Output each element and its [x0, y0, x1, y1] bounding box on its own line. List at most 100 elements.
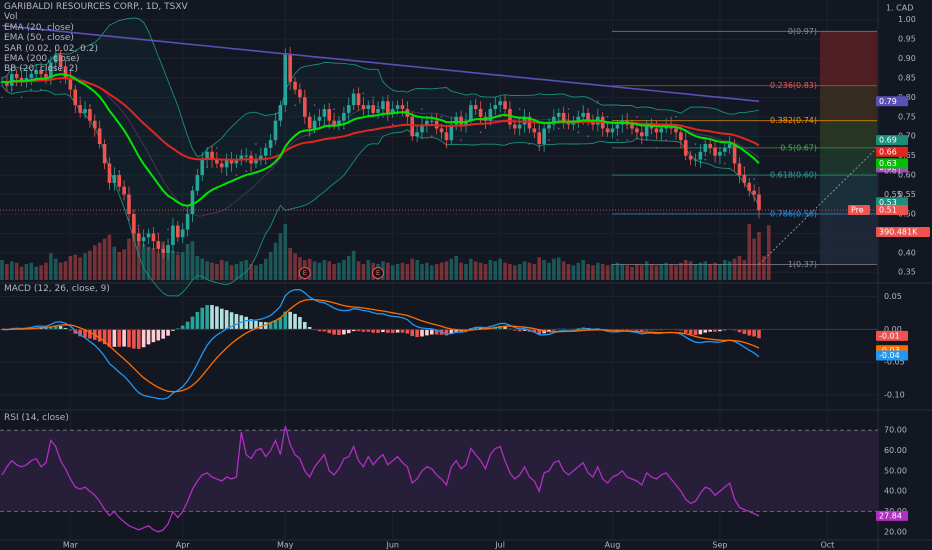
macd-histogram-bar	[371, 329, 375, 333]
volume-bar	[679, 262, 683, 280]
legend-bb[interactable]: BB (20, close, 2)	[4, 64, 79, 75]
volume-bar	[176, 254, 180, 280]
candle-body	[136, 233, 141, 242]
sar-dot	[10, 88, 13, 91]
candle-body	[132, 213, 136, 234]
macd-histogram-bar	[615, 329, 620, 331]
candle-body	[298, 89, 302, 98]
volume-bar	[444, 261, 449, 280]
macd-histogram-bar	[263, 322, 268, 330]
sar-dot	[479, 131, 482, 134]
macd-histogram-bar	[410, 329, 415, 337]
volume-bar	[503, 262, 507, 280]
candle	[542, 123, 546, 153]
candle-body	[293, 81, 297, 90]
rsi-value-tag: 27.84	[879, 511, 902, 520]
candle-body	[478, 109, 483, 117]
volume-bar	[591, 265, 595, 280]
rsi-legend[interactable]: RSI (14, close)	[4, 413, 69, 423]
candle	[390, 101, 395, 118]
sar-dot	[108, 166, 111, 169]
volume-bar	[639, 265, 644, 280]
sar-dot	[655, 147, 658, 149]
fib-zone	[820, 213, 877, 265]
macd-histogram-bar	[356, 329, 361, 332]
macd-histogram-bar	[503, 326, 507, 330]
rsi-title: RSI (14, close)	[4, 413, 69, 423]
price-axis-value-tag: 0.63	[879, 159, 897, 168]
candle-body	[205, 151, 209, 160]
x-tick-label: Jul	[494, 541, 505, 550]
candle-body	[180, 229, 185, 238]
legend-volume[interactable]: Vol	[4, 12, 18, 23]
macd-histogram-bar	[78, 329, 82, 337]
candle	[102, 139, 107, 170]
macd-histogram-bar	[254, 320, 258, 330]
volume-bar	[229, 265, 234, 280]
candle-body	[410, 116, 415, 137]
price-axis-value: 0.55	[884, 190, 902, 199]
sar-dot	[118, 170, 121, 172]
macd-signal-line	[1, 298, 760, 393]
volume-bar	[224, 261, 229, 280]
sar-dot	[333, 108, 335, 110]
candle-body	[195, 175, 200, 191]
sar-dot	[548, 139, 550, 141]
legend-ema50[interactable]: EMA (50, close)	[4, 33, 74, 44]
macd-histogram-bar	[244, 316, 248, 330]
legend-sar[interactable]: SAR (0.02, 0.02, 0.2)	[4, 43, 99, 54]
macd-legend[interactable]: MACD (12, 26, close, 9)	[4, 284, 110, 294]
sar-dot	[137, 224, 140, 227]
volume-bar	[513, 265, 517, 280]
legend-ema20[interactable]: EMA (20, close)	[4, 22, 74, 33]
candle-body	[732, 144, 737, 164]
macd-histogram-bar	[752, 329, 756, 337]
candle	[132, 209, 136, 242]
candle-body	[542, 128, 546, 144]
volume-bar	[708, 264, 712, 280]
candle	[639, 124, 644, 145]
volume-bar	[405, 264, 410, 280]
macd-histogram-bar	[141, 329, 146, 348]
fib-zone	[820, 31, 877, 86]
candle	[205, 147, 209, 167]
volume-bar	[151, 248, 156, 280]
candle-body	[259, 155, 263, 160]
x-tick-label: Aug	[605, 541, 621, 550]
candle	[180, 223, 185, 244]
candle-body	[190, 190, 195, 214]
candle	[88, 104, 92, 128]
macd-histogram-bar	[122, 329, 126, 347]
candle-body	[381, 101, 385, 110]
macd-histogram-bar	[112, 329, 117, 347]
sar-dot	[430, 135, 433, 138]
candle	[97, 120, 102, 149]
fib-zone	[820, 147, 877, 176]
sar-dot	[98, 127, 101, 130]
candle-body	[513, 124, 517, 129]
candle	[552, 109, 556, 131]
volume-bar	[556, 257, 561, 280]
candle-body	[161, 248, 165, 253]
x-tick-label: Oct	[820, 541, 834, 550]
candle-body	[415, 132, 419, 137]
candle-body	[630, 124, 634, 129]
macd-histogram-bar	[278, 317, 283, 330]
candle-body	[127, 194, 131, 214]
candle-body	[727, 144, 732, 148]
volume-bar	[537, 257, 542, 280]
volume-bar	[146, 246, 151, 280]
macd-histogram-bar	[395, 329, 400, 333]
legend-ema200[interactable]: EMA (200, close)	[4, 54, 80, 65]
fib-level-label: 0.786(0.50)	[770, 209, 817, 218]
candle-body	[473, 105, 478, 110]
volume-bar	[635, 264, 639, 280]
volume-bar	[713, 262, 717, 280]
volume-bar	[83, 253, 87, 280]
candle-body	[708, 144, 712, 148]
candle-body	[351, 93, 356, 106]
macd-histogram-bar	[713, 329, 717, 332]
symbol-title[interactable]: GARIBALDI RESOURCES CORP., 1D, TSXV	[4, 2, 188, 12]
volume-bar	[737, 256, 742, 280]
